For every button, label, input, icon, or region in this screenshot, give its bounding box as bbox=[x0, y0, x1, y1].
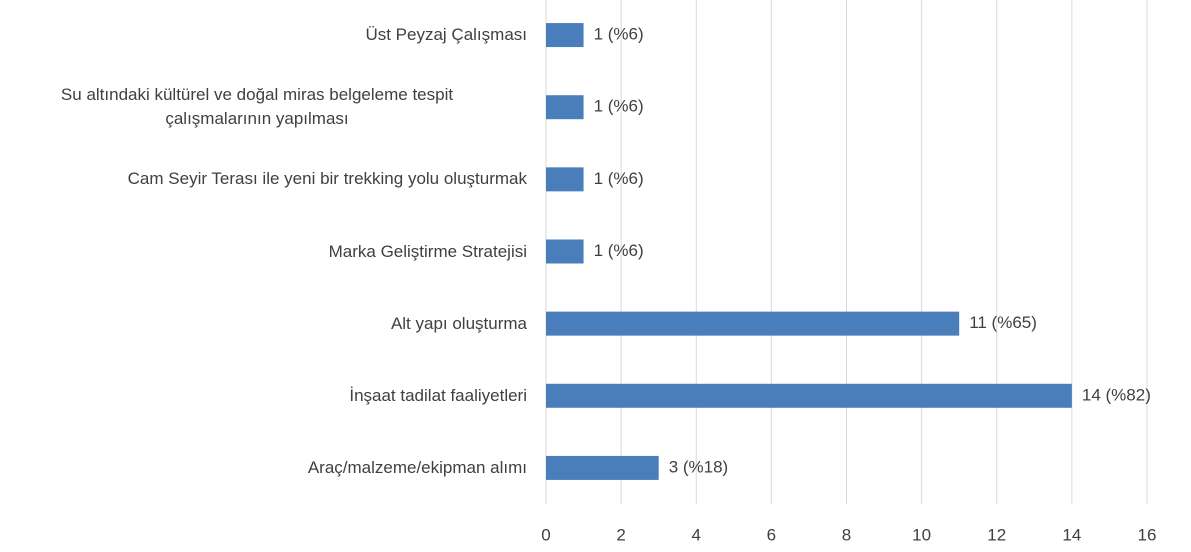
category-label: Cam Seyir Terası ile yeni bir trekking y… bbox=[127, 169, 527, 189]
x-tick-label: 2 bbox=[616, 525, 625, 544]
data-label: 1 (%6) bbox=[594, 97, 644, 116]
x-tick-label: 6 bbox=[767, 525, 776, 544]
x-tick-label: 16 bbox=[1138, 525, 1157, 544]
category-label: Üst Peyzaj Çalışması bbox=[365, 25, 527, 45]
bar bbox=[546, 95, 584, 120]
data-label: 1 (%6) bbox=[594, 169, 644, 188]
x-tick-label: 12 bbox=[987, 525, 1006, 544]
data-label: 1 (%6) bbox=[594, 241, 644, 260]
bar bbox=[546, 311, 960, 336]
category-label: Marka Geliştirme Stratejisi bbox=[328, 241, 527, 261]
x-tick-label: 4 bbox=[692, 525, 701, 544]
data-label: 3 (%18) bbox=[669, 457, 729, 476]
x-tick-label: 10 bbox=[912, 525, 931, 544]
bar bbox=[546, 383, 1072, 408]
x-tick-label: 8 bbox=[842, 525, 851, 544]
bar bbox=[546, 455, 659, 480]
category-label: Su altındaki kültürel ve doğal miras bel… bbox=[60, 85, 454, 129]
bar bbox=[546, 23, 584, 48]
category-label: Alt yapı oluşturma bbox=[390, 313, 527, 333]
data-label: 11 (%65) bbox=[969, 313, 1037, 332]
x-tick-label: 0 bbox=[541, 525, 550, 544]
category-label: Araç/malzeme/ekipman alımı bbox=[307, 457, 527, 477]
data-label: 1 (%6) bbox=[594, 25, 644, 44]
bar bbox=[546, 167, 584, 192]
x-tick-label: 14 bbox=[1062, 525, 1081, 544]
bar bbox=[546, 239, 584, 264]
data-label: 14 (%82) bbox=[1082, 385, 1151, 404]
category-label: İnşaat tadilat faaliyetleri bbox=[349, 385, 527, 405]
